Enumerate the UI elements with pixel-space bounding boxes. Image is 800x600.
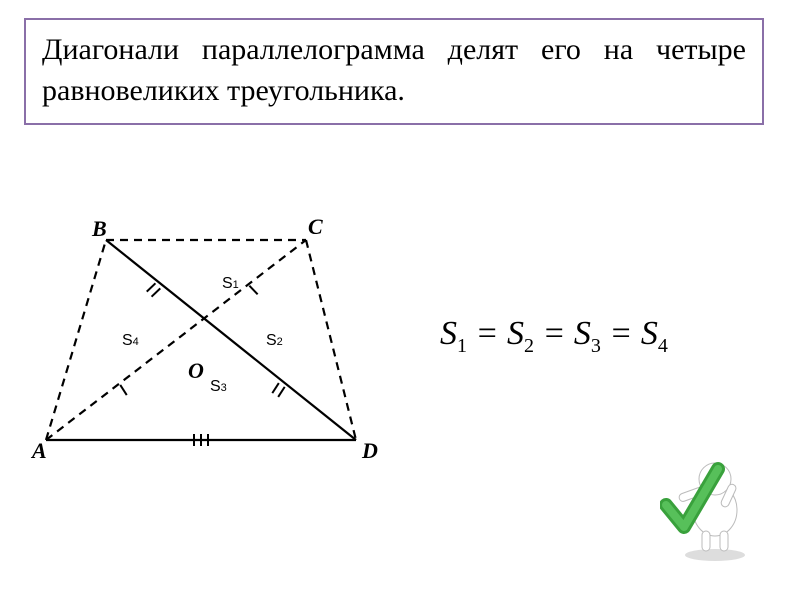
area-label-s4: S4 xyxy=(122,332,139,350)
formula: S1 = S2 = S3 = S4 xyxy=(440,315,668,358)
area-label-s3: S3 xyxy=(210,378,227,396)
vertex-label-o: O xyxy=(188,358,204,384)
vertex-label-c: C xyxy=(308,214,323,240)
theorem-box: Диагонали параллелограмма делят его на ч… xyxy=(24,18,764,125)
vertex-label-d: D xyxy=(362,438,378,464)
area-label-s1: S1 xyxy=(222,275,239,293)
theorem-text: Диагонали параллелограмма делят его на ч… xyxy=(42,30,746,111)
mascot-icon xyxy=(660,455,770,570)
vertex-label-a: A xyxy=(32,438,47,464)
parallelogram-diagram: A B C D O S1 S2 S3 S4 xyxy=(26,210,406,475)
diagram-svg xyxy=(26,210,406,470)
vertex-label-b: B xyxy=(92,216,107,242)
area-label-s2: S2 xyxy=(266,332,283,350)
